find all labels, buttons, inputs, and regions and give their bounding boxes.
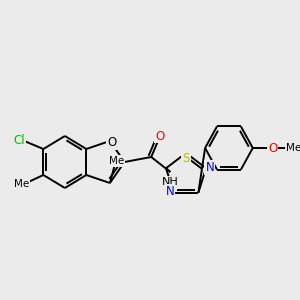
Text: NH: NH bbox=[162, 177, 179, 187]
Text: Cl: Cl bbox=[14, 134, 26, 148]
Text: O: O bbox=[155, 130, 164, 142]
Text: N: N bbox=[206, 161, 214, 174]
Text: Me: Me bbox=[286, 143, 300, 153]
Text: Me: Me bbox=[109, 156, 124, 166]
Text: N: N bbox=[166, 185, 174, 198]
Text: O: O bbox=[268, 142, 278, 154]
Text: O: O bbox=[107, 136, 116, 149]
Text: Me: Me bbox=[14, 179, 29, 189]
Text: S: S bbox=[182, 152, 190, 166]
